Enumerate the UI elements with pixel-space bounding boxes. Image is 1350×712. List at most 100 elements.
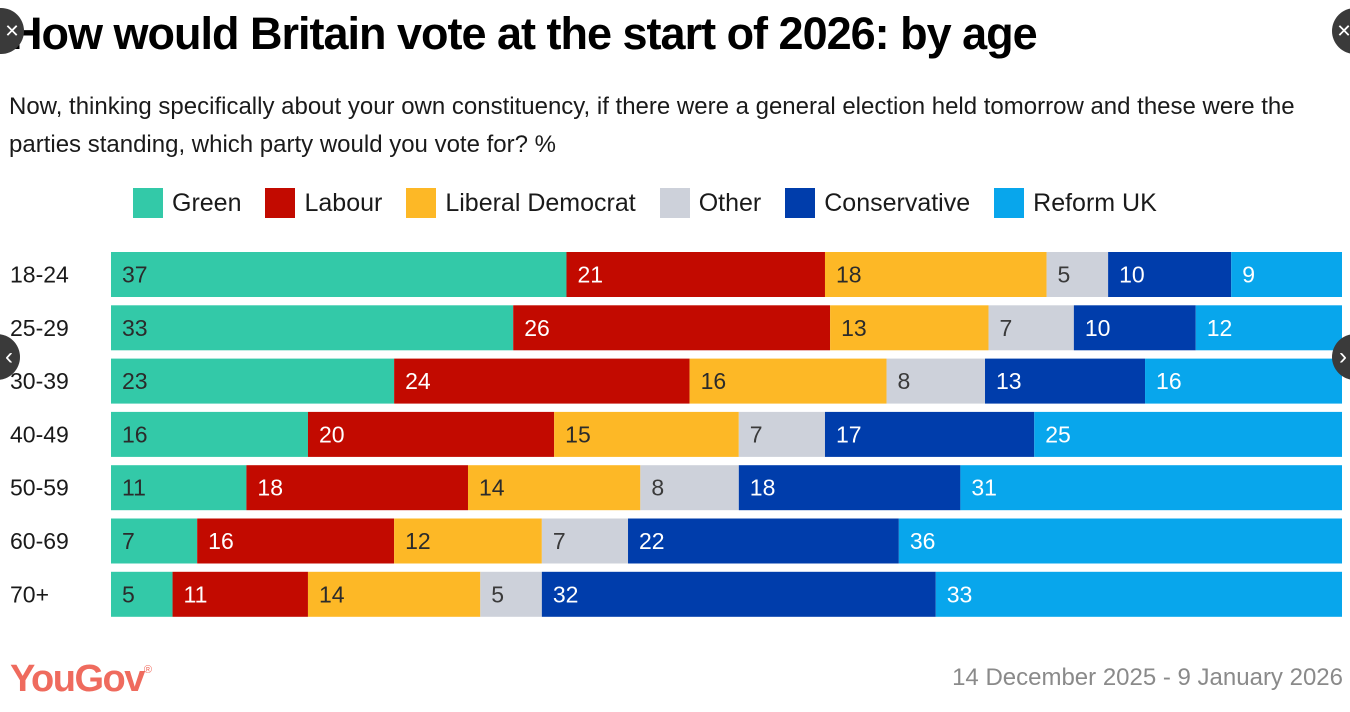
bar-segment-other (1046, 252, 1109, 297)
legend: Green Labour Liberal Democrat Other Conserva… (133, 188, 1181, 218)
data-label: 14 (319, 581, 345, 607)
category-label: 40-49 (10, 421, 69, 447)
bar-segment-labour (394, 358, 690, 404)
data-label: 21 (577, 262, 603, 288)
bar-segment-reform-uk (898, 518, 1342, 564)
data-label: 18 (257, 475, 283, 501)
registered-mark: ® (143, 664, 152, 676)
bar-segment-labour (307, 411, 555, 457)
data-label: 36 (910, 528, 936, 554)
bar-segment-labour (513, 305, 831, 351)
bar-segment-labour (172, 571, 308, 617)
legend-item-labour: Labour (265, 188, 382, 218)
category-label: 50-59 (10, 475, 69, 501)
bar-segment-liberal-democrat (554, 411, 739, 457)
bar-segment-conservative (1073, 305, 1196, 351)
legend-swatch (785, 188, 816, 218)
bar-segment-conservative (738, 465, 961, 511)
bar-segment-other (988, 305, 1074, 351)
data-label: 16 (208, 528, 234, 554)
bar-segment-green (111, 252, 567, 297)
bar-segment-other (541, 518, 629, 564)
close-right-button[interactable]: ✕ (1332, 8, 1350, 54)
bar-segment-liberal-democrat (307, 571, 481, 617)
legend-item-conservative: Conservative (785, 188, 970, 218)
bar-segment-labour (197, 518, 395, 564)
data-label: 11 (122, 475, 146, 501)
bar-segment-reform-uk (1231, 252, 1342, 297)
category-label: 60-69 (10, 528, 69, 554)
stacked-bar-chart: 18-24 37 21 18 5 10 9 25-29 33 26 13 7 10 12 30-39 23 24… (10, 252, 1342, 617)
bar-segment-reform-uk (935, 571, 1342, 617)
data-label: 23 (122, 368, 148, 394)
brand-name: YouGov (10, 658, 145, 700)
data-label: 12 (1207, 315, 1233, 341)
close-icon: ✕ (1336, 21, 1350, 41)
data-label: 16 (701, 368, 727, 394)
bar-segment-other (738, 411, 825, 457)
data-label: 5 (1058, 262, 1071, 288)
legend-label: Reform UK (1033, 188, 1157, 217)
chart-subtitle: Now, thinking specifically about your ow… (9, 93, 1295, 158)
bar-segment-conservative (1108, 252, 1232, 297)
data-label: 7 (553, 528, 566, 554)
data-label: 8 (651, 475, 664, 501)
category-label: 30-39 (10, 368, 69, 394)
bar-segment-liberal-democrat (467, 465, 641, 511)
data-label: 10 (1119, 262, 1145, 288)
bar-segment-conservative (628, 518, 899, 564)
data-label: 8 (898, 368, 911, 394)
data-label: 33 (122, 315, 148, 341)
data-label: 13 (996, 368, 1022, 394)
legend-label: Conservative (824, 188, 971, 217)
bar-segment-reform-uk (1195, 305, 1342, 351)
bar-segment-other (640, 465, 739, 511)
bar-segment-green (111, 571, 173, 617)
bar-segment-green (111, 465, 247, 511)
data-label: 7 (122, 528, 135, 554)
data-label: 5 (491, 581, 504, 607)
data-label: 7 (1000, 315, 1013, 341)
category-label: 18-24 (10, 262, 69, 288)
chevron-left-icon: ‹ (5, 343, 13, 370)
category-label: 70+ (10, 581, 49, 607)
legend-swatch (406, 188, 437, 218)
bar-segment-green (111, 358, 395, 404)
legend-item-other: Other (659, 188, 762, 218)
data-label: 11 (184, 581, 208, 607)
data-label: 37 (122, 262, 148, 288)
data-label: 33 (947, 581, 973, 607)
data-label: 10 (1085, 315, 1111, 341)
data-label: 7 (750, 421, 763, 447)
data-label: 9 (1242, 262, 1255, 288)
bar-segment-liberal-democrat (830, 305, 989, 351)
legend-swatch (994, 188, 1025, 218)
legend-swatch (133, 188, 163, 218)
data-label: 31 (971, 475, 997, 501)
legend-item-liberal-democrat: Liberal Democrat (406, 188, 636, 218)
next-button[interactable]: › (1332, 334, 1350, 380)
category-label: 25-29 (10, 315, 69, 341)
legend-label: Other (698, 188, 762, 217)
bar-segment-labour (246, 465, 468, 511)
bar-segment-conservative (824, 411, 1035, 457)
bar-segment-conservative (541, 571, 936, 617)
data-label: 26 (524, 315, 550, 341)
bar-segment-liberal-democrat (689, 358, 887, 404)
data-label: 17 (836, 421, 862, 447)
previous-button[interactable]: ‹ (0, 334, 20, 380)
legend-swatch (659, 188, 690, 218)
bar-segment-other (886, 358, 986, 404)
data-label: 25 (1045, 421, 1071, 447)
data-label: 18 (750, 475, 776, 501)
bar-segment-reform-uk (960, 465, 1342, 511)
legend-label: Labour (304, 188, 383, 217)
data-label: 15 (565, 421, 591, 447)
bar-segment-other (480, 571, 542, 617)
legend-label: Green (172, 188, 242, 217)
data-label: 32 (553, 581, 579, 607)
data-label: 22 (639, 528, 665, 554)
data-label: 16 (122, 421, 148, 447)
fieldwork-dates: 14 December 2025 - 9 January 2026 (952, 664, 1343, 691)
data-label: 14 (479, 475, 505, 501)
